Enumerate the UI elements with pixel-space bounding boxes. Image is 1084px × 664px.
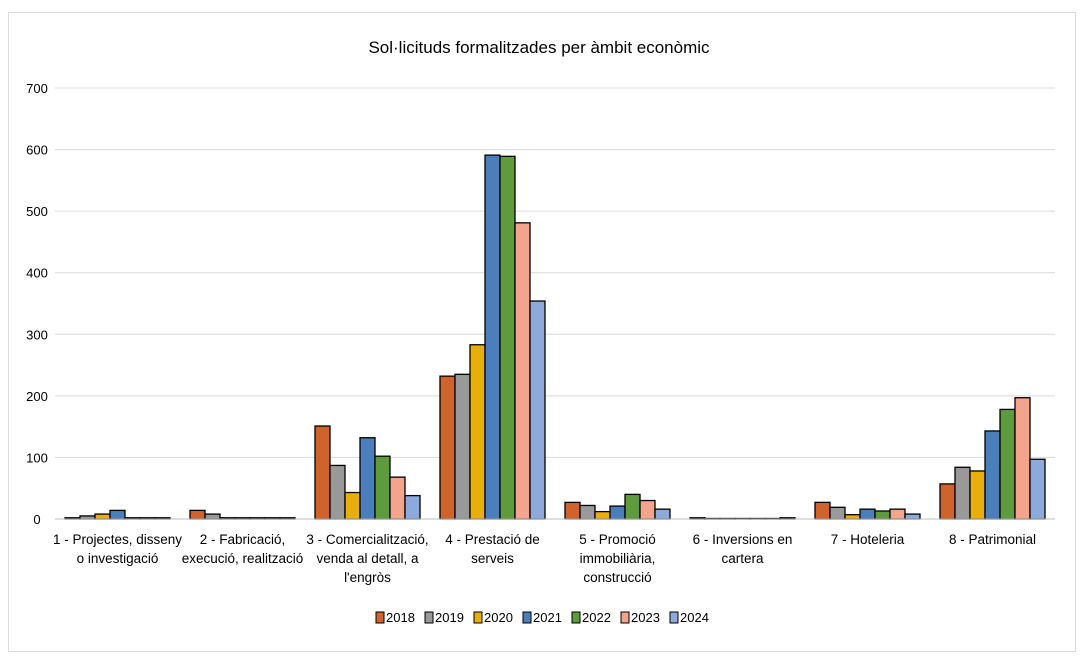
bar-2024-cat-8 <box>1029 458 1046 520</box>
x-category-label-line: 5 - Promoció <box>579 532 656 547</box>
bar-2020-cat-1 <box>94 513 111 520</box>
legend-swatch-2018 <box>375 611 385 624</box>
y-tick-label: 700 <box>26 81 48 96</box>
bar-2018-cat-3 <box>314 425 331 520</box>
x-category-label: 7 - Hoteleria <box>831 532 905 547</box>
bar-2021-cat-4 <box>484 154 501 520</box>
x-category-label-line: serveis <box>471 551 514 566</box>
legend-swatch-2022 <box>571 611 581 624</box>
gridlines <box>55 87 1055 458</box>
bar-chart: Sol·licituds formalitzades per àmbit eco… <box>26 38 1055 625</box>
bar-2020-cat-4 <box>469 344 486 520</box>
bar-2018-cat-2 <box>189 509 206 520</box>
y-tick-label: 500 <box>26 204 48 219</box>
bar-2024-cat-5 <box>654 508 671 520</box>
bar-2020-cat-8 <box>969 470 986 520</box>
legend-swatch-2019 <box>424 611 434 624</box>
bar-2019-cat-3 <box>329 464 346 520</box>
x-category-label-line: venda al detall, a <box>316 551 419 566</box>
bars <box>64 154 1046 520</box>
x-category-label-line: execució, realització <box>182 551 304 566</box>
y-tick-label: 400 <box>26 266 48 281</box>
bar-2018-cat-4 <box>439 375 456 520</box>
bar-2020-cat-3 <box>344 491 361 520</box>
bar-2023-cat-7 <box>889 508 906 520</box>
x-category-label-line: l'engròs <box>344 570 391 585</box>
bar-2022-cat-3 <box>374 455 391 520</box>
bar-2019-cat-7 <box>829 506 846 520</box>
legend-swatch-2020 <box>473 611 483 624</box>
legend: 2018 2019 2020 2021 2022 2023 2024 <box>375 610 709 625</box>
bar-2019-cat-8 <box>954 466 971 520</box>
x-category-label: 3 - Comercialització, venda al detall, a l… <box>306 532 428 585</box>
y-axis-ticks: 0 100 200 300 400 500 600 700 <box>26 81 48 527</box>
legend-label-2021: 2021 <box>533 610 562 625</box>
bar-2019-cat-2 <box>204 513 221 520</box>
x-category-label-line: 7 - Hoteleria <box>831 532 905 547</box>
bar-2021-cat-1 <box>109 509 126 520</box>
legend-label-2024: 2024 <box>680 610 709 625</box>
x-category-label: 4 - Prestació de serveis <box>445 532 540 566</box>
bar-2018-cat-7 <box>814 501 831 520</box>
bar-2022-cat-7 <box>874 510 891 520</box>
x-category-label-line: 2 - Fabricació, <box>200 532 286 547</box>
bar-2024-cat-3 <box>404 494 421 520</box>
bar-2021-cat-3 <box>359 437 376 520</box>
x-axis-category-labels: 1 - Projectes, disseny o investigació 2 - … <box>53 532 1036 585</box>
bar-2019-cat-5 <box>579 504 596 520</box>
legend-swatch-2024 <box>669 611 679 624</box>
legend-label-2018: 2018 <box>386 610 415 625</box>
bar-2023-cat-5 <box>639 499 656 520</box>
x-category-label-line: 4 - Prestació de <box>445 532 540 547</box>
y-tick-label: 0 <box>33 512 40 527</box>
x-category-label-line: construcció <box>583 570 651 585</box>
bar-2023-cat-8 <box>1014 397 1031 520</box>
x-category-label-line: immobiliària, <box>580 551 656 566</box>
bar-2021-cat-7 <box>859 508 876 520</box>
x-category-label: 6 - Inversions en cartera <box>693 532 793 566</box>
bar-2022-cat-4 <box>499 155 516 520</box>
chart-title: Sol·licituds formalitzades per àmbit eco… <box>368 38 710 57</box>
y-tick-label: 200 <box>26 389 48 404</box>
bar-2023-cat-4 <box>514 222 531 520</box>
bar-2021-cat-5 <box>609 505 626 520</box>
y-tick-label: 600 <box>26 143 48 158</box>
x-category-label-line: 8 - Patrimonial <box>949 532 1036 547</box>
legend-label-2019: 2019 <box>435 610 464 625</box>
legend-label-2020: 2020 <box>484 610 513 625</box>
legend-label-2022: 2022 <box>582 610 611 625</box>
x-category-label-line: 1 - Projectes, disseny <box>53 532 182 547</box>
legend-swatch-2021 <box>522 611 532 624</box>
bar-2020-cat-5 <box>594 510 611 520</box>
bar-2018-cat-5 <box>564 501 581 520</box>
x-category-label-line: 6 - Inversions en <box>693 532 793 547</box>
x-category-label: 1 - Projectes, disseny o investigació <box>53 532 182 566</box>
y-tick-label: 300 <box>26 327 48 342</box>
bar-2024-cat-4 <box>529 300 546 520</box>
bar-2018-cat-8 <box>939 483 956 520</box>
bar-2022-cat-8 <box>999 408 1016 520</box>
bar-2020-cat-7 <box>844 514 861 520</box>
x-category-label-line: 3 - Comercialització, <box>306 532 428 547</box>
bar-2019-cat-4 <box>454 373 471 520</box>
bar-2022-cat-5 <box>624 493 641 520</box>
bar-2021-cat-8 <box>984 430 1001 520</box>
bar-2024-cat-7 <box>904 513 921 520</box>
x-category-label: 8 - Patrimonial <box>949 532 1036 547</box>
chart-frame: Sol·licituds formalitzades per àmbit eco… <box>8 12 1076 652</box>
x-category-label-line: cartera <box>721 551 764 566</box>
x-category-label: 5 - Promoció immobiliària, construcció <box>579 532 656 585</box>
bar-2023-cat-3 <box>389 476 406 520</box>
x-category-label: 2 - Fabricació, execució, realització <box>182 532 304 566</box>
y-tick-label: 100 <box>26 450 48 465</box>
legend-swatch-2023 <box>620 611 630 624</box>
legend-label-2023: 2023 <box>631 610 660 625</box>
x-category-label-line: o investigació <box>77 551 159 566</box>
